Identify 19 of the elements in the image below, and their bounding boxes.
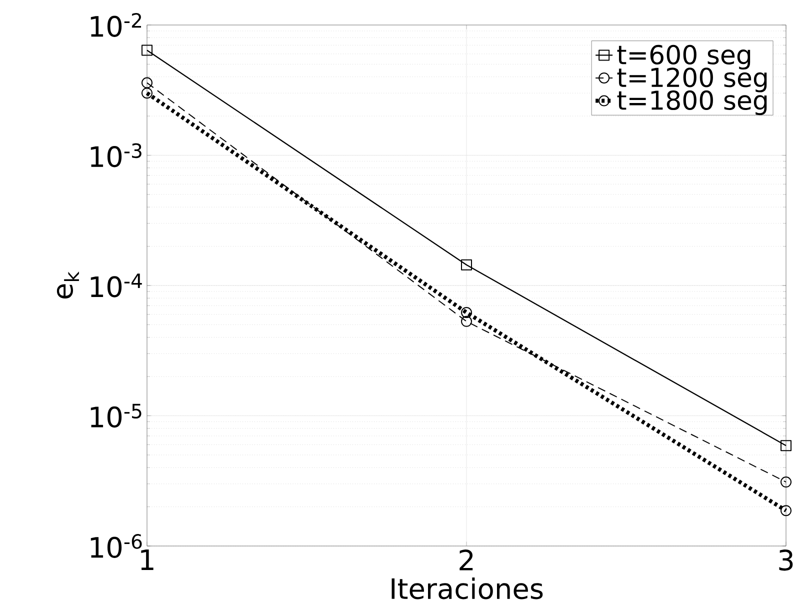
y-tick-label: 10$^{-6}$ (90, 534, 142, 558)
point (780, 505, 792, 516)
point (461, 316, 472, 327)
point (142, 88, 152, 99)
point (461, 259, 472, 270)
x-tick-label: 2 (460, 550, 473, 570)
point (461, 307, 472, 318)
y-tick-label: 10$^{-2}$ (90, 13, 142, 37)
y-tick-label: 10$^{-5}$ (90, 404, 142, 428)
x-tick-label: 3 (779, 550, 793, 571)
point (780, 476, 792, 488)
x-tick-label: 1 (141, 550, 154, 570)
y-tick-label: 10$^{-3}$ (90, 143, 142, 168)
x-axis-title: Iteraciones (392, 578, 543, 600)
point (142, 77, 152, 88)
y-axis-title: e$_{k}$ (56, 272, 79, 298)
point (142, 44, 152, 56)
y-tick-label: 10$^{-4}$ (90, 274, 142, 298)
point (780, 440, 792, 452)
